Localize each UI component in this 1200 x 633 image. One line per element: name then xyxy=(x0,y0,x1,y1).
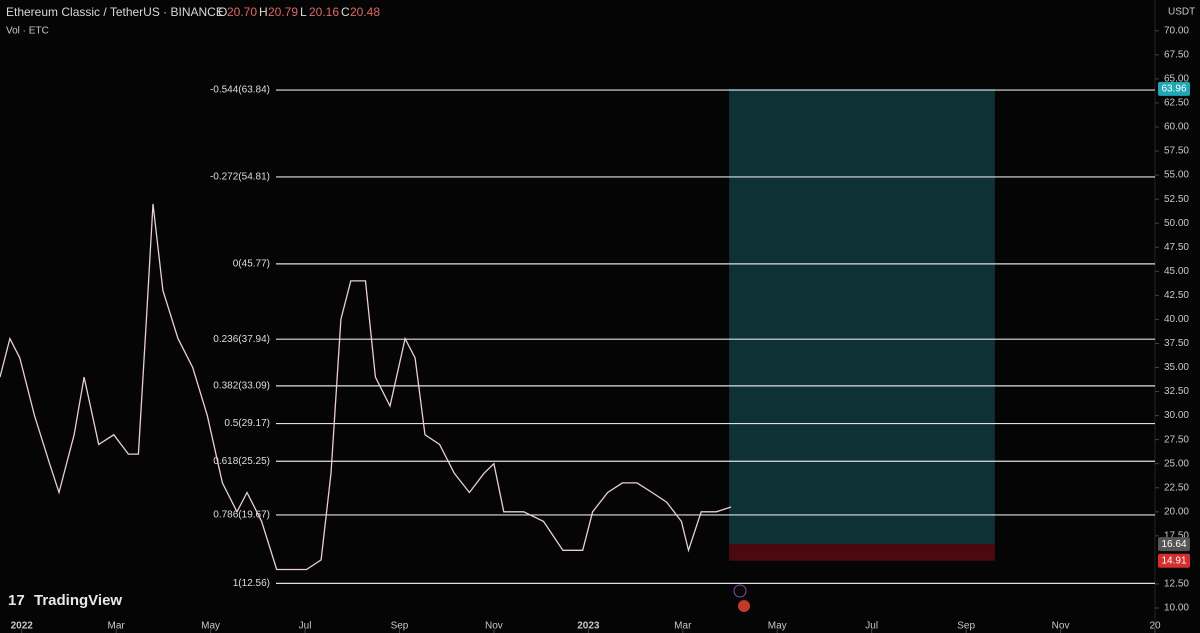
ohlc-value: 20.79 xyxy=(268,5,298,19)
price-tag xyxy=(1158,81,1190,96)
ohlc-key: H xyxy=(259,5,268,19)
x-tick-label: Nov xyxy=(485,621,503,632)
fib-label: 1(12.56) xyxy=(233,578,270,589)
y-tick-label: 52.50 xyxy=(1164,194,1189,205)
x-tick-label: Nov xyxy=(1052,621,1070,632)
x-tick-label: Jul xyxy=(865,621,878,632)
x-tick-label: May xyxy=(201,621,220,632)
y-tick-label: 70.00 xyxy=(1164,25,1189,36)
ohlc-value: 20.16 xyxy=(309,5,339,19)
y-tick-label: 27.50 xyxy=(1164,434,1189,445)
volume-label: Vol · ETC xyxy=(6,26,49,37)
fib-label: 0.236(37.94) xyxy=(213,334,270,345)
y-tick-label: 30.00 xyxy=(1164,410,1189,421)
y-tick-label: 12.50 xyxy=(1164,579,1189,590)
y-tick-label: 10.00 xyxy=(1164,603,1189,614)
y-tick-label: 25.00 xyxy=(1164,458,1189,469)
price-tag-label: 63.96 xyxy=(1161,84,1186,95)
y-tick-label: 60.00 xyxy=(1164,122,1189,133)
fib-label: -0.272(54.81) xyxy=(210,172,270,183)
y-tick-label: 20.00 xyxy=(1164,506,1189,517)
y-tick-label: 50.00 xyxy=(1164,218,1189,229)
stop-zone xyxy=(729,544,995,561)
ohlc-key: C xyxy=(341,5,350,19)
y-tick-label: 32.50 xyxy=(1164,386,1189,397)
brand-logo: 17 xyxy=(8,592,25,609)
event-icon[interactable] xyxy=(733,584,747,598)
chart-title: Ethereum Classic / TetherUS · BINANCE xyxy=(6,5,224,19)
y-tick-label: 37.50 xyxy=(1164,338,1189,349)
price-tag-label: 16.64 xyxy=(1161,539,1186,550)
price-tag xyxy=(1158,553,1190,568)
x-tick-label: Mar xyxy=(108,621,126,632)
y-tick-label: 17.50 xyxy=(1164,530,1189,541)
x-tick-label: Jul xyxy=(299,621,312,632)
x-tick-label: Mar xyxy=(674,621,692,632)
x-tick-label: May xyxy=(768,621,787,632)
fib-label: 0(45.77) xyxy=(233,259,270,270)
ohlc-value: 20.48 xyxy=(350,5,380,19)
y-tick-label: 55.00 xyxy=(1164,170,1189,181)
ohlc-key: O xyxy=(218,5,227,19)
y-tick-label: 62.50 xyxy=(1164,98,1189,109)
price-tag-label: 14.91 xyxy=(1161,555,1186,566)
x-tick-label: Sep xyxy=(957,621,975,632)
fib-label: 0.5(29.17) xyxy=(224,418,270,429)
x-tick-label: 2022 xyxy=(11,621,34,632)
y-tick-label: 47.50 xyxy=(1164,242,1189,253)
x-tick-label: 2023 xyxy=(577,621,600,632)
brand: TradingView xyxy=(34,592,122,609)
y-tick-label: 65.00 xyxy=(1164,74,1189,85)
currency[interactable]: USDT xyxy=(1168,7,1195,18)
y-tick-label: 42.50 xyxy=(1164,290,1189,301)
fib-label: 0.618(25.25) xyxy=(213,456,270,467)
ohlc-key: L xyxy=(300,5,307,19)
y-tick-label: 57.50 xyxy=(1164,146,1189,157)
price-tag xyxy=(1158,537,1190,552)
x-tick-label: Sep xyxy=(391,621,409,632)
fib-label: 0.382(33.09) xyxy=(213,381,270,392)
y-tick-label: 22.50 xyxy=(1164,482,1189,493)
y-tick-label: 35.00 xyxy=(1164,362,1189,373)
fib-label: 0.786(19.67) xyxy=(213,510,270,521)
ohlc-value: 20.70 xyxy=(227,5,257,19)
target-zone xyxy=(729,88,995,545)
x-tick-label: 20 xyxy=(1149,621,1161,632)
y-tick-label: 45.00 xyxy=(1164,266,1189,277)
y-tick-label: 40.00 xyxy=(1164,314,1189,325)
price-line xyxy=(0,203,732,571)
event-icon[interactable] xyxy=(738,600,750,612)
fib-label: -0.544(63.84) xyxy=(210,85,270,96)
y-tick-label: 67.50 xyxy=(1164,49,1189,60)
